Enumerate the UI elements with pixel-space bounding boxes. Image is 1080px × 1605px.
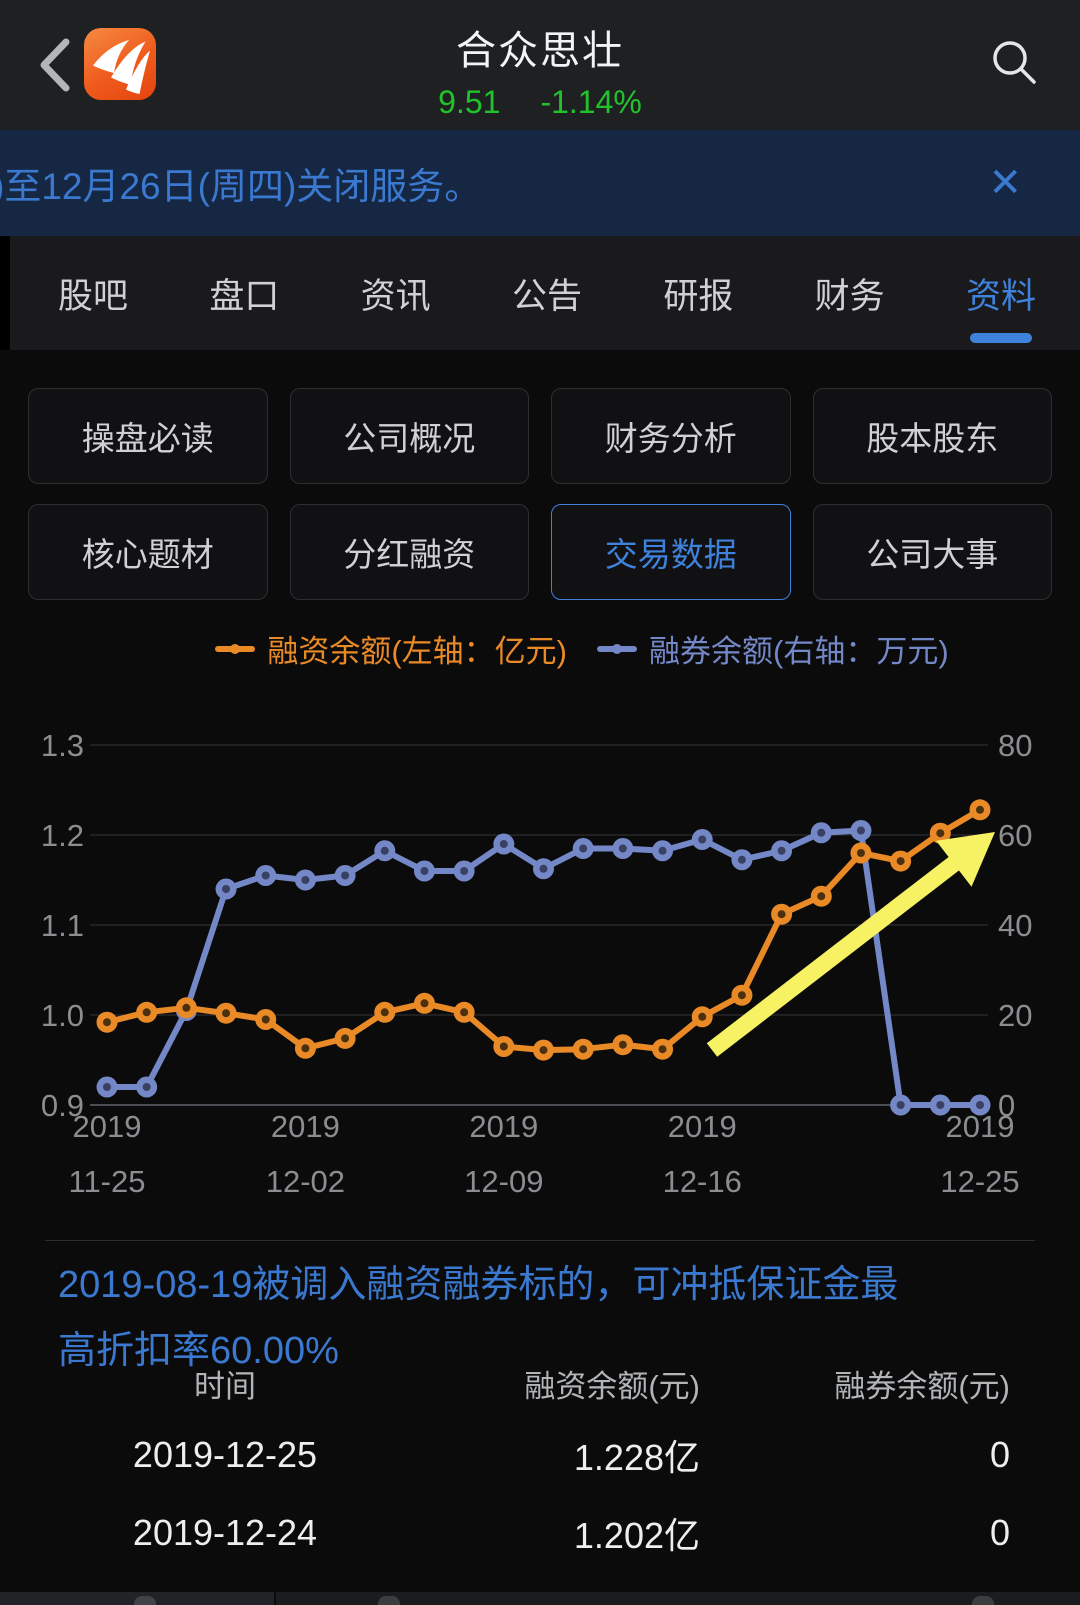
nav-button-3[interactable]: 股本股东 <box>812 388 1052 484</box>
tab-2[interactable]: 资讯 <box>360 276 431 316</box>
svg-text:60: 60 <box>998 818 1032 853</box>
tab-3[interactable]: 公告 <box>511 276 582 316</box>
x-axis-labels: 201911-25201912-02201912-09201912-162019… <box>69 1109 1020 1199</box>
margin-table: 时间 融资余额(元) 融券余额(元) 2019-12-25 1.228亿 0 2019-1… <box>0 1350 1080 1572</box>
header-bar: 合众思壮 9.51 -1.14% <box>0 0 1080 130</box>
gridlines <box>90 744 988 1106</box>
nav-button-1[interactable]: 公司概况 <box>289 388 529 484</box>
table-cell: 0 <box>989 1434 1010 1475</box>
short-series-marker-icon <box>597 643 637 654</box>
nav-button-5[interactable]: 分红融资 <box>289 504 529 600</box>
bottom-toolbar-edge[interactable] <box>0 1592 1080 1605</box>
svg-text:1.3: 1.3 <box>41 728 84 763</box>
app-logo[interactable] <box>84 28 156 100</box>
tab-1[interactable]: 盘口 <box>209 276 280 316</box>
section-divider <box>45 1240 1035 1241</box>
svg-text:2019: 2019 <box>469 1109 538 1144</box>
table-cell: 2019-12-24 <box>132 1512 318 1553</box>
legend-item-margin-balance[interactable]: 融资余额(左轴：亿元) <box>215 626 567 671</box>
toolbar-icon-hint <box>134 1596 156 1605</box>
table-body: 2019-12-25 1.228亿 0 2019-12-24 1.202亿 0 <box>0 1416 1080 1572</box>
table-header-cell: 时间 <box>194 1368 256 1404</box>
chart-legend: 融资余额(左轴：亿元) 融券余额(右轴：万元) <box>42 626 1080 671</box>
nav-button-2[interactable]: 财务分析 <box>551 388 791 484</box>
notice-banner[interactable]: )至12月26日(周四)关闭服务。 ✕ <box>0 130 1080 236</box>
margin-balance-chart[interactable]: 1.3 1.2 1.1 1.0 0.9 80 60 40 20 0 2019 11-25 2019 12-… <box>0 640 1080 1200</box>
svg-text:12-09: 12-09 <box>464 1164 543 1199</box>
search-button[interactable] <box>984 32 1044 92</box>
svg-text:11-25: 11-25 <box>69 1164 146 1199</box>
header-title-block: 合众思壮 9.51 -1.14% <box>0 0 1080 130</box>
table-cell: 1.202亿 <box>573 1515 700 1556</box>
svg-text:12-02: 12-02 <box>266 1164 345 1199</box>
tabbar-edge-strip <box>0 236 10 350</box>
nav-button-4[interactable]: 核心题材 <box>28 504 268 600</box>
nav-button-7[interactable]: 公司大事 <box>812 504 1052 600</box>
table-header-cell: 融券余额(元) <box>834 1368 1010 1404</box>
svg-text:2019: 2019 <box>73 1109 142 1144</box>
svg-text:1.2: 1.2 <box>41 818 84 853</box>
svg-text:12-16: 12-16 <box>663 1164 742 1199</box>
stock-title: 合众思壮 <box>456 29 624 73</box>
tab-5[interactable]: 财务 <box>814 276 885 316</box>
series-short-balance <box>96 820 991 1116</box>
banner-close-icon[interactable]: ✕ <box>988 161 1022 205</box>
eastmoney-logo-icon <box>93 40 150 94</box>
table-cell: 2019-12-25 <box>132 1434 318 1475</box>
margin-series-marker-icon <box>215 643 256 654</box>
table-cell: 1.228亿 <box>573 1437 700 1478</box>
active-tab-indicator <box>969 332 1032 343</box>
svg-text:1.0: 1.0 <box>41 998 84 1033</box>
svg-text:1.1: 1.1 <box>41 908 84 943</box>
toolbar-icon-hint <box>972 1596 994 1605</box>
notice-text: )至12月26日(周四)关闭服务。 <box>0 166 482 207</box>
tab-0[interactable]: 股吧 <box>58 276 129 316</box>
stock-price: 9.51 <box>438 84 501 120</box>
price-row: 9.51 -1.14% <box>0 84 1080 121</box>
legend-label: 融券余额(右轴：万元) <box>649 634 949 669</box>
table-cell: 0 <box>989 1512 1010 1553</box>
margin-note-line2: 高折扣率60.00% <box>58 1330 339 1372</box>
svg-text:0: 0 <box>998 1088 1015 1123</box>
svg-text:80: 80 <box>998 728 1032 763</box>
tab-6[interactable]: 资料 <box>964 250 1038 343</box>
svg-text:2019: 2019 <box>271 1109 340 1144</box>
nav-button-0[interactable]: 操盘必读 <box>28 388 268 484</box>
search-icon <box>993 41 1036 84</box>
margin-note: 2019-08-19被调入融资融券标的，可冲抵保证金最 高折扣率60.00% <box>58 1252 1038 1384</box>
margin-note-line1: 2019-08-19被调入融资融券标的，可冲抵保证金最 <box>58 1264 899 1306</box>
profile-nav-grid: 操盘必读 公司概况 财务分析 股本股东核心题材 分红融资 交易数据 公司大事 <box>0 388 1080 600</box>
svg-text:20: 20 <box>998 998 1032 1033</box>
back-chevron-icon <box>40 38 70 92</box>
trend-arrow <box>706 832 995 1057</box>
table-header-row: 时间 融资余额(元) 融券余额(元) <box>0 1350 1080 1416</box>
svg-text:40: 40 <box>998 908 1032 943</box>
right-axis-labels: 80 60 40 20 0 <box>998 728 1032 1123</box>
toolbar-icon-hint <box>378 1596 400 1605</box>
table-header-cell: 融资余额(元) <box>524 1368 700 1404</box>
table-row: 2019-12-25 1.228亿 0 <box>0 1416 1080 1494</box>
svg-text:0.9: 0.9 <box>41 1088 84 1123</box>
back-button[interactable] <box>30 34 80 96</box>
left-axis-labels: 1.3 1.2 1.1 1.0 0.9 <box>41 728 84 1123</box>
nav-button-6[interactable]: 交易数据 <box>551 504 791 600</box>
legend-label: 融资余额(左轴：亿元) <box>267 634 567 669</box>
series-margin-balance <box>96 799 991 1061</box>
svg-text:2019: 2019 <box>668 1109 737 1144</box>
table-row: 2019-12-24 1.202亿 0 <box>0 1494 1080 1572</box>
legend-item-short-balance[interactable]: 融券余额(右轴：万元) <box>597 626 949 671</box>
tab-4[interactable]: 研报 <box>663 276 734 316</box>
svg-text:12-25: 12-25 <box>940 1164 1019 1199</box>
stock-change: -1.14% <box>540 84 642 120</box>
tab-bar: 股吧 盘口 资讯 公告 研报 财务 资料 <box>0 236 1080 350</box>
